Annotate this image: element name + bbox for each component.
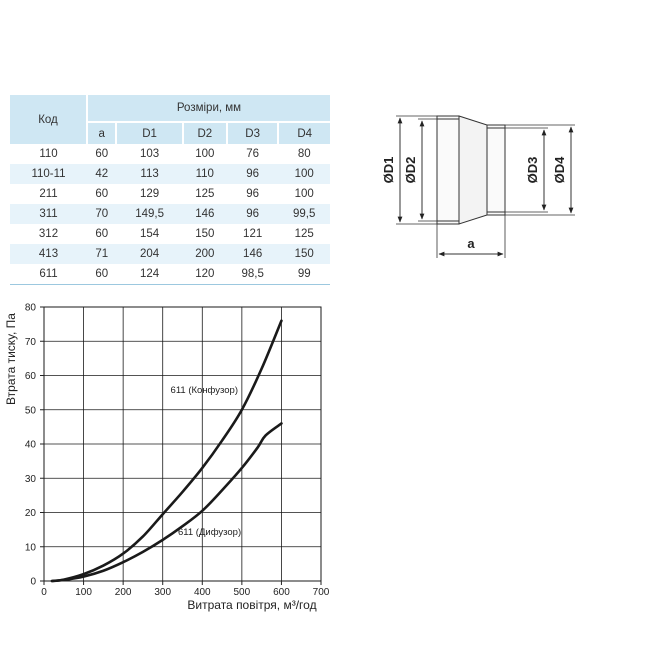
column-header-d4: D4 xyxy=(278,122,330,144)
label-d1: ØD1 xyxy=(381,157,396,184)
table-cell-code: 110-11 xyxy=(10,164,87,184)
dimensions-table: Код Розміри, мм a D1 D2 D3 D4 110 60 103… xyxy=(10,95,330,285)
x-tick-label: 700 xyxy=(313,587,330,598)
column-header-d1: D1 xyxy=(116,122,184,144)
table-cell: 121 xyxy=(226,224,279,244)
y-tick-label: 50 xyxy=(25,405,37,416)
table-row: 211 60 129 125 96 100 xyxy=(10,184,330,204)
table-cell: 60 xyxy=(87,224,117,244)
table-row: 110 60 103 100 76 80 xyxy=(10,144,330,164)
table-cell: 71 xyxy=(87,244,117,264)
table-row: 611 60 124 120 98,5 99 xyxy=(10,264,330,285)
x-tick-label: 500 xyxy=(234,587,251,598)
series-label: 611 (Дифузор) xyxy=(178,527,241,538)
table-cell: 96 xyxy=(226,164,279,184)
plot-frame xyxy=(43,306,322,582)
table-cell: 70 xyxy=(87,204,117,224)
table-cell: 120 xyxy=(182,264,227,285)
table-cell: 150 xyxy=(278,244,330,264)
table-cell: 154 xyxy=(116,224,183,244)
dimensions-header: Розміри, мм xyxy=(87,95,330,123)
table-cell: 149,5 xyxy=(116,204,183,224)
y-tick-label: 60 xyxy=(25,371,37,382)
table-cell: 146 xyxy=(226,244,279,264)
label-d4: ØD4 xyxy=(552,156,567,184)
table-cell: 76 xyxy=(226,144,279,164)
table-cell: 98,5 xyxy=(226,264,279,285)
y-tick-label: 20 xyxy=(25,508,37,519)
table-row: 110-11 42 113 110 96 100 xyxy=(10,164,330,184)
table-cell: 60 xyxy=(87,264,117,285)
table-cell: 125 xyxy=(182,184,227,204)
table-cell: 124 xyxy=(116,264,183,285)
large-cylinder-outer xyxy=(436,115,460,225)
table-cell: 110 xyxy=(182,164,227,184)
x-axis-label: Витрата повітря, м³/год xyxy=(187,598,316,612)
y-axis-label: Втрата тиску, Па xyxy=(4,313,18,405)
y-tick-label: 0 xyxy=(30,577,36,588)
table-cell-code: 211 xyxy=(10,184,87,204)
label-d2: ØD2 xyxy=(403,157,418,184)
series-line-confuser xyxy=(50,319,283,583)
x-tick-label: 400 xyxy=(194,587,211,598)
table-row: 413 71 204 200 146 150 xyxy=(10,244,330,264)
table-cell-code: 110 xyxy=(10,144,87,164)
column-header-a: a xyxy=(87,122,118,144)
table-row: 311 70 149,5 146 96 99,5 xyxy=(10,204,330,224)
table-cell: 100 xyxy=(278,164,330,184)
y-tick-label: 10 xyxy=(25,542,37,553)
column-header-d2: D2 xyxy=(182,122,228,144)
x-tick-label: 100 xyxy=(75,587,92,598)
table-cell: 99,5 xyxy=(278,204,330,224)
table-cell: 80 xyxy=(278,144,330,164)
label-d3: ØD3 xyxy=(525,157,540,184)
table-cell: 96 xyxy=(226,204,279,224)
series-label: 611 (Конфузор) xyxy=(171,385,238,396)
table-cell: 42 xyxy=(87,164,117,184)
table-cell: 100 xyxy=(182,144,227,164)
x-tick-label: 600 xyxy=(273,587,290,598)
y-tick-label: 70 xyxy=(25,337,37,348)
table-cell-code: 611 xyxy=(10,264,87,285)
code-header: Код xyxy=(10,95,88,144)
small-cylinder-outer xyxy=(486,124,506,216)
y-tick-label: 30 xyxy=(25,474,37,485)
label-a: a xyxy=(467,236,475,251)
cone-body xyxy=(458,115,488,225)
table-cell-code: 311 xyxy=(10,204,87,224)
table-cell: 146 xyxy=(182,204,227,224)
table-cell: 60 xyxy=(87,184,117,204)
y-tick-label: 80 xyxy=(25,303,37,314)
table-cell: 113 xyxy=(116,164,183,184)
x-tick-label: 0 xyxy=(41,587,47,598)
series-line-diffuser xyxy=(50,422,283,583)
table-cell: 103 xyxy=(116,144,183,164)
table-cell: 99 xyxy=(278,264,330,285)
table-cell: 100 xyxy=(278,184,330,204)
table-cell: 200 xyxy=(182,244,227,264)
x-tick-label: 300 xyxy=(154,587,171,598)
x-tick-label: 200 xyxy=(115,587,132,598)
table-cell-code: 413 xyxy=(10,244,87,264)
table-cell: 150 xyxy=(182,224,227,244)
table-cell: 125 xyxy=(278,224,330,244)
column-header-d3: D3 xyxy=(226,122,280,144)
table-cell-code: 312 xyxy=(10,224,87,244)
table-cell: 96 xyxy=(226,184,279,204)
table-cell: 129 xyxy=(116,184,183,204)
table-row: 312 60 154 150 121 125 xyxy=(10,224,330,244)
table-cell: 60 xyxy=(87,144,117,164)
table-cell: 204 xyxy=(116,244,183,264)
y-tick-label: 40 xyxy=(25,440,37,451)
